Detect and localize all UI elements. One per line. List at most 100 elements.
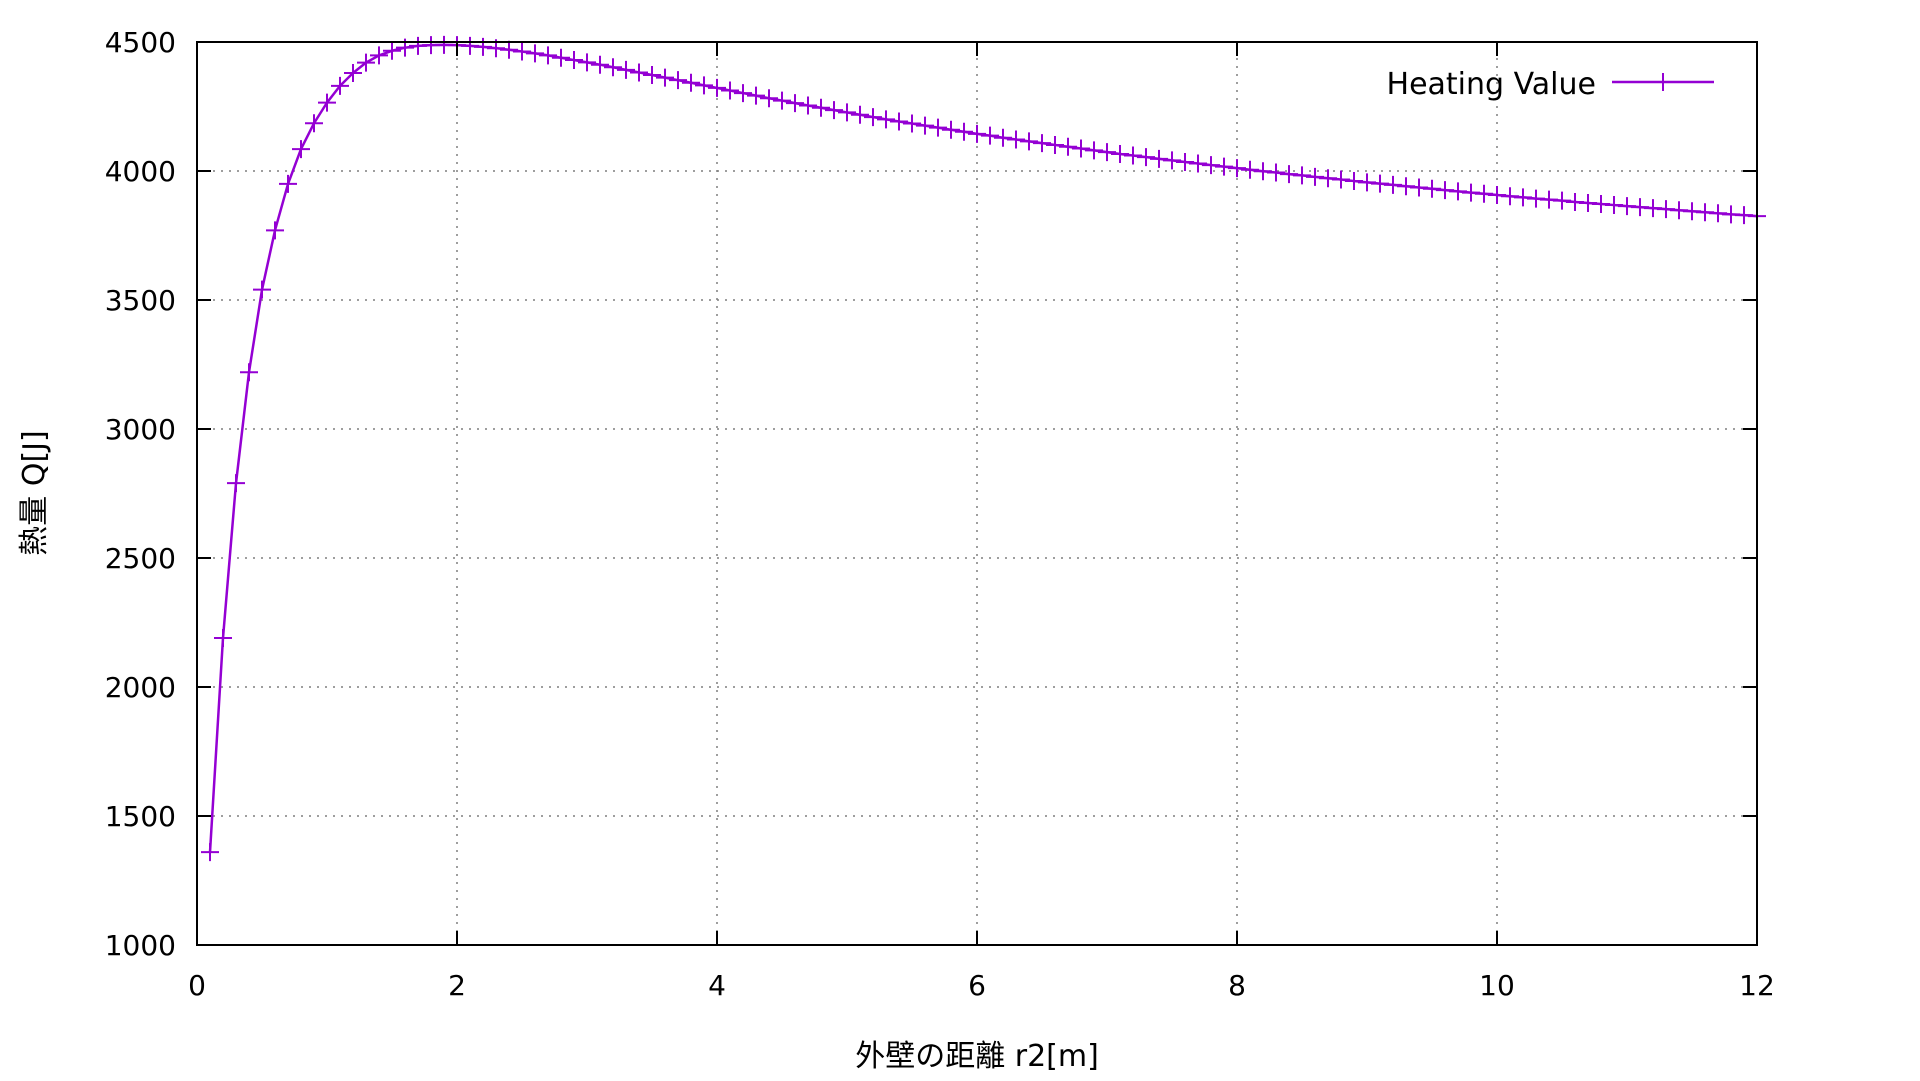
x-tick-label: 2: [448, 969, 466, 1002]
series-line-heating-value: [208, 43, 1758, 853]
series-layer: [201, 35, 1766, 862]
y-tick-label: 1500: [105, 800, 176, 833]
data-point: [1644, 199, 1662, 218]
data-point: [1072, 139, 1090, 158]
data-point: [1488, 185, 1506, 204]
data-point: [1124, 146, 1142, 165]
data-point: [1384, 175, 1402, 194]
data-point: [1241, 160, 1259, 179]
data-point: [1410, 178, 1428, 197]
data-point: [1228, 159, 1246, 178]
data-point: [1527, 189, 1545, 208]
data-point: [1345, 172, 1363, 191]
data-point: [734, 84, 752, 103]
data-point: [1605, 196, 1623, 215]
data-point: [461, 36, 479, 55]
data-point: [851, 105, 869, 124]
data-point: [591, 55, 609, 74]
y-tick-label: 1000: [105, 929, 176, 962]
data-point: [799, 96, 817, 115]
data-point: [773, 91, 791, 110]
data-point: [1150, 149, 1168, 168]
data-point: [1514, 188, 1532, 207]
data-point: [1709, 204, 1727, 223]
data-point: [760, 89, 778, 108]
data-point: [1696, 203, 1714, 222]
data-point: [279, 174, 297, 193]
data-point: [1111, 144, 1129, 163]
data-point: [344, 63, 362, 82]
data-point: [1020, 132, 1038, 151]
data-point: [1683, 202, 1701, 221]
legend-marker-plus-shape: [1654, 73, 1672, 91]
data-point: [903, 114, 921, 133]
data-point: [227, 474, 245, 493]
y-tick-label: 2500: [105, 542, 176, 575]
data-point: [981, 126, 999, 145]
data-point: [1592, 195, 1610, 214]
data-point: [916, 116, 934, 135]
plot-frame: [196, 41, 1758, 946]
data-point: [669, 71, 687, 90]
data-point: [747, 86, 765, 105]
data-point: [1176, 152, 1194, 171]
data-point: [500, 40, 518, 59]
data-point: [708, 78, 726, 97]
data-point: [838, 103, 856, 122]
data-point: [1618, 197, 1636, 216]
legend-marker-plus: [1654, 73, 1672, 91]
tick-labels: 0 2 4 6 8 10 12 1000 1500 2000 2500 3000 3500 4000 450…: [105, 26, 1775, 1002]
data-point: [552, 48, 570, 67]
data-point: [1137, 148, 1155, 167]
data-point: [1293, 166, 1311, 185]
legend: Heating Value: [1387, 67, 1714, 102]
data-point: [1501, 187, 1519, 206]
data-point: [1267, 163, 1285, 182]
data-point: [617, 60, 635, 79]
data-point: [1553, 191, 1571, 210]
data-point: [1579, 193, 1597, 212]
data-point: [201, 843, 219, 862]
data-point: [1033, 134, 1051, 153]
grid-lines: [197, 42, 1757, 945]
data-point: [292, 140, 310, 159]
data-point: [955, 122, 973, 141]
data-point: [643, 66, 661, 85]
data-point: [266, 221, 284, 240]
y-axis-title: 熱量 Q[J]: [17, 430, 52, 555]
data-point: [1202, 156, 1220, 175]
data-point: [604, 58, 622, 77]
data-point: [942, 120, 960, 139]
data-point: [1449, 182, 1467, 201]
data-point: [890, 112, 908, 131]
data-point: [1371, 174, 1389, 193]
data-point: [1397, 177, 1415, 196]
data-point: [786, 94, 804, 113]
x-tick-label: 6: [968, 969, 986, 1002]
x-tick-label: 0: [188, 969, 206, 1002]
data-point: [864, 108, 882, 127]
data-point: [1423, 179, 1441, 198]
legend-label-heating-value: Heating Value: [1387, 67, 1596, 102]
data-point: [370, 46, 388, 65]
data-point: [1332, 170, 1350, 189]
data-point: [1631, 198, 1649, 217]
data-point: [1657, 200, 1675, 219]
data-point: [357, 53, 375, 72]
data-point: [1085, 141, 1103, 160]
data-point: [695, 76, 713, 95]
x-tick-label: 10: [1479, 969, 1515, 1002]
data-point: [253, 280, 271, 299]
data-point: [526, 44, 544, 63]
data-point: [630, 63, 648, 82]
data-point: [994, 128, 1012, 147]
x-tick-label: 4: [708, 969, 726, 1002]
data-point: [1189, 154, 1207, 173]
y-tick-label: 4500: [105, 26, 176, 59]
data-point: [721, 81, 739, 100]
data-point: [825, 101, 843, 120]
data-point: [539, 46, 557, 65]
x-axis-title: 外壁の距離 r2[m]: [855, 1039, 1099, 1074]
y-tick-label: 3500: [105, 284, 176, 317]
data-point: [578, 53, 596, 72]
